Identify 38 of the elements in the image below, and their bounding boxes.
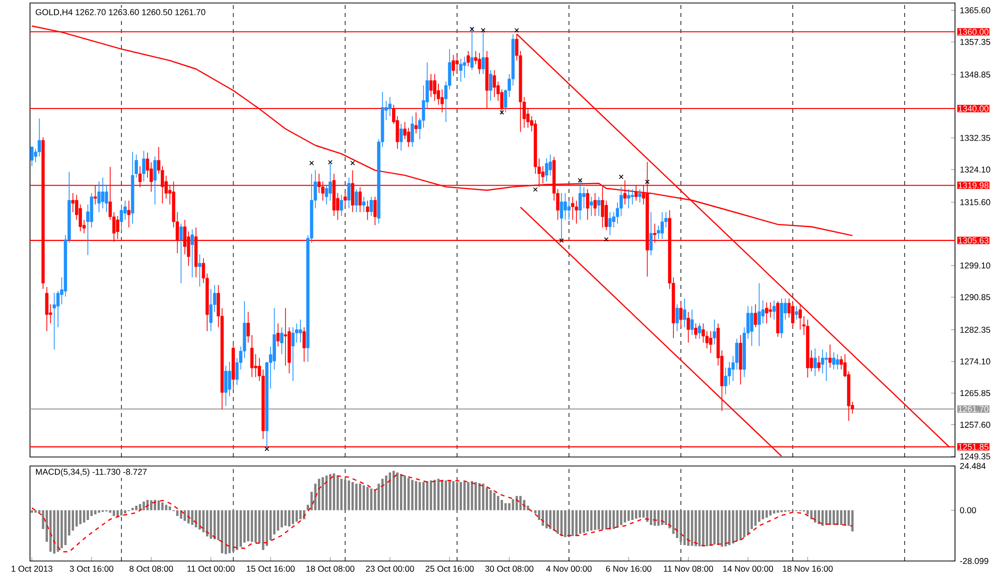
y-tick-label: 1274.10 bbox=[960, 358, 990, 364]
ref-line-label: 1319.98 bbox=[958, 182, 988, 188]
text: GOLD,H4 1262.70 1263.60 1260.50 1261.70 bbox=[36, 9, 206, 16]
x-tick-label: 6 Nov 16:00 bbox=[606, 566, 652, 572]
x-tick-label: 1 Oct 2013 bbox=[12, 566, 52, 572]
x-tick-label: 14 Nov 00:00 bbox=[723, 566, 774, 572]
ref-line-label: 1261.70 bbox=[958, 406, 988, 412]
x-tick-label: 8 Oct 08:00 bbox=[130, 566, 173, 572]
x-tick-label: 11 Oct 00:00 bbox=[187, 566, 235, 572]
y-tick-label: 0.00 bbox=[960, 507, 976, 514]
chart-title: MACD(5,34,5) -11.730 -8.727 bbox=[36, 468, 147, 476]
y-tick-label: 1332.35 bbox=[960, 134, 990, 141]
x-tick-label: 11 Nov 08:00 bbox=[664, 566, 714, 572]
x-tick-label: 18 Oct 08:00 bbox=[306, 566, 354, 572]
y-tick-label: 1315.60 bbox=[960, 199, 990, 206]
y-tick-label: 1357.35 bbox=[960, 38, 990, 45]
y-tick-label: 1290.85 bbox=[960, 294, 990, 300]
x-tick-label: 15 Oct 16:00 bbox=[246, 566, 295, 572]
y-tick-label: 24.484 bbox=[960, 462, 986, 470]
x-tick-label: 25 Oct 16:00 bbox=[426, 566, 474, 572]
y-tick-label: -28.099 bbox=[960, 558, 988, 564]
y-tick-label: 1265.85 bbox=[960, 390, 990, 396]
x-tick-label: 23 Oct 00:00 bbox=[366, 566, 414, 572]
y-tick-label: 1282.35 bbox=[960, 326, 990, 333]
ref-line-label: 1251.85 bbox=[958, 444, 988, 450]
y-tick-label: 1249.35 bbox=[960, 453, 990, 460]
ref-line-label: 1360.00 bbox=[958, 28, 988, 35]
x-tick-label: 18 Nov 16:00 bbox=[782, 566, 833, 572]
x-tick-label: 3 Oct 16:00 bbox=[70, 566, 114, 572]
y-tick-label: 1257.60 bbox=[960, 422, 990, 428]
x-tick-label: 30 Oct 08:00 bbox=[485, 566, 534, 572]
ref-line-label: 1305.63 bbox=[958, 237, 988, 244]
y-tick-label: 1324.10 bbox=[960, 166, 990, 173]
y-tick-label: 1348.85 bbox=[960, 72, 990, 78]
y-tick-label: 1299.10 bbox=[960, 262, 990, 269]
x-tick-label: 4 Nov 00:00 bbox=[546, 566, 592, 572]
y-tick-label: 1365.60 bbox=[960, 7, 990, 14]
ref-line-label: 1340.00 bbox=[958, 106, 988, 112]
